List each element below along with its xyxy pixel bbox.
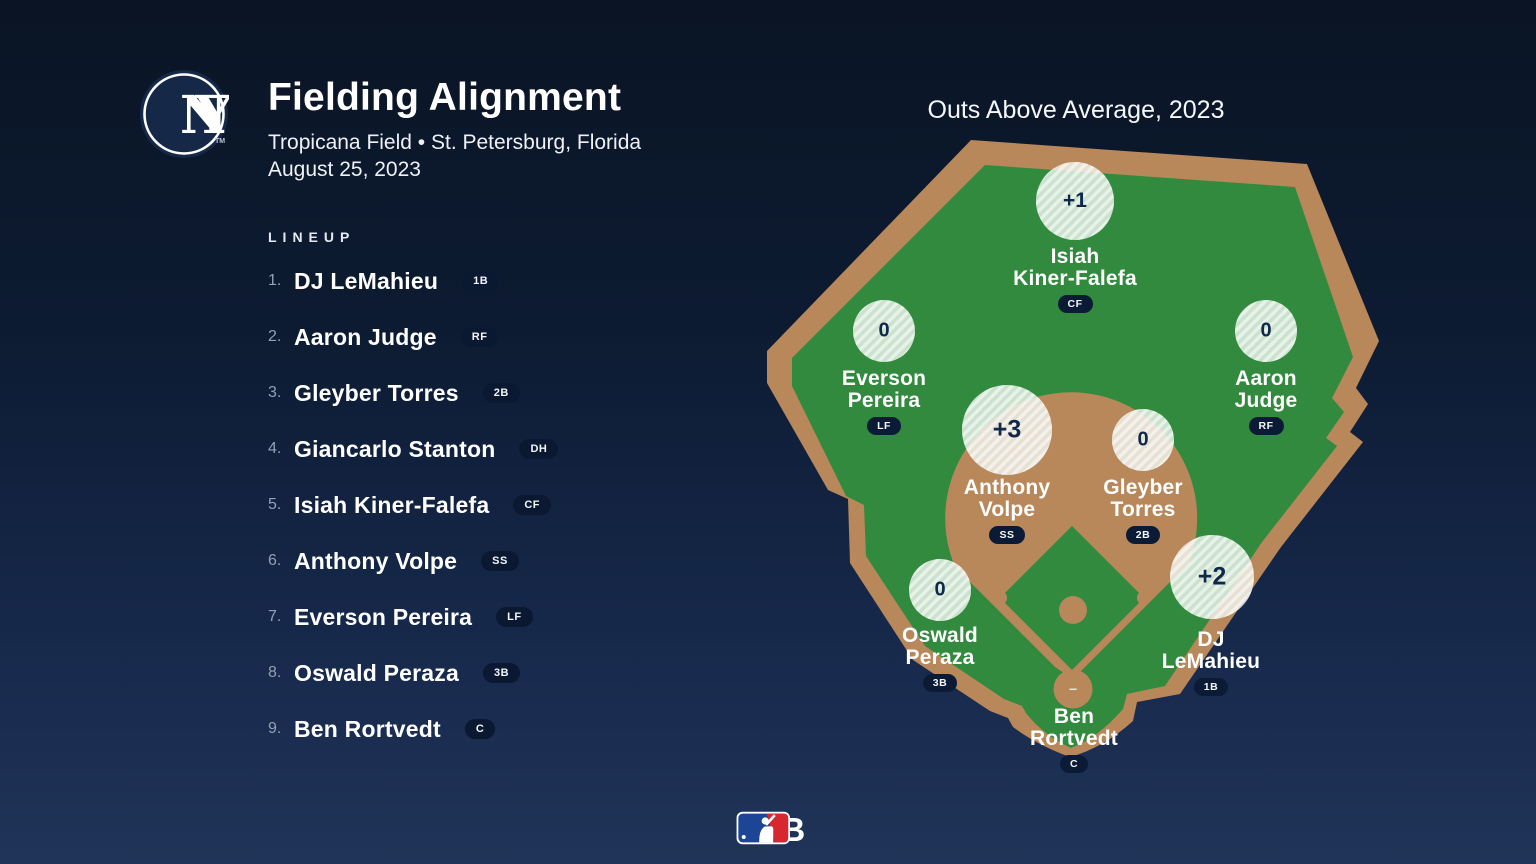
- position-badge: 3B: [482, 663, 521, 683]
- position-badge: C: [1059, 755, 1089, 773]
- field-player-cf: Isiah Kiner-Falefa CF: [965, 246, 1185, 313]
- oaa-value-ss: +3: [992, 415, 1022, 444]
- oaa-circle-lf: [853, 300, 915, 362]
- lineup-row-1: 1. DJ LeMahieu 1B: [268, 253, 500, 309]
- position-badge: LF: [496, 607, 533, 627]
- field-player-name: Volpe: [978, 498, 1036, 521]
- field-player-name: Everson: [841, 367, 927, 390]
- lineup-row-7: 7. Everson Pereira LF: [268, 589, 533, 645]
- venue-line: Tropicana Field • St. Petersburg, Florid…: [268, 131, 642, 154]
- lineup-player-name: Gleyber Torres: [294, 379, 459, 406]
- mlb-footer: MLB: [736, 811, 805, 849]
- lineup-number: 5.: [268, 496, 282, 513]
- position-badge: RF: [1248, 417, 1284, 435]
- position-badge: LF: [867, 417, 901, 435]
- lineup-row-4: 4. Giancarlo Stanton DH: [268, 421, 559, 477]
- field-player-name: DJ: [1197, 628, 1225, 651]
- lineup-player-name: Isiah Kiner-Falefa: [294, 491, 490, 518]
- field-player-name: Judge: [1234, 389, 1298, 412]
- lineup-number: 8.: [268, 664, 282, 681]
- lineup-row-8: 8. Oswald Peraza 3B: [268, 645, 521, 701]
- field-player-ss: Anthony Volpe SS: [897, 477, 1117, 544]
- field-player-name: Ben: [1053, 705, 1095, 728]
- oaa-value-1b: +2: [1197, 562, 1227, 591]
- field-player-name: Pereira: [847, 389, 921, 412]
- oaa-circle-3b: [909, 559, 971, 621]
- field-player-name: Oswald: [902, 624, 978, 647]
- date-line: August 25, 2023: [268, 158, 421, 182]
- oaa-value-2b: 0: [1137, 428, 1149, 451]
- yankees-logo: NY TM: [140, 70, 229, 158]
- position-badge: 1B: [462, 271, 500, 291]
- field-player-name: Kiner-Falefa: [1013, 267, 1137, 290]
- position-badge: 3B: [922, 674, 958, 692]
- position-badge: CF: [1057, 295, 1093, 313]
- oaa-circle-2b: [1112, 409, 1174, 471]
- lineup-number: 7.: [268, 608, 282, 625]
- lineup-player-name: DJ LeMahieu: [294, 267, 439, 294]
- header-text: Fielding Alignment Tropicana Field • St.…: [268, 76, 641, 184]
- lineup-row-6: 6. Anthony Volpe SS: [268, 533, 519, 589]
- oaa-value-lf: 0: [878, 319, 890, 342]
- field-player-lf: Everson Pereira LF: [774, 368, 994, 435]
- oaa-circle-1b: [1170, 535, 1254, 619]
- position-badge: SS: [989, 526, 1025, 544]
- lineup-label: LINEUP: [268, 229, 356, 245]
- oaa-chart-title: Outs Above Average, 2023: [927, 96, 1225, 124]
- position-badge: 2B: [1125, 526, 1161, 544]
- oaa-value-cf: +1: [1063, 189, 1087, 212]
- oaa-circle-ss: [962, 385, 1052, 475]
- lineup-number: 9.: [268, 720, 282, 737]
- field-player-name: Peraza: [905, 646, 975, 669]
- pitcher-mound: [1059, 596, 1087, 624]
- field-player-name: Gleyber: [1103, 476, 1183, 499]
- field-player-2b: Gleyber Torres 2B: [1033, 477, 1253, 544]
- oaa-circle-rf: [1235, 300, 1297, 362]
- tm-mark: TM: [215, 138, 225, 145]
- mlb-logo: [736, 811, 790, 845]
- lineup-player-name: Anthony Volpe: [294, 547, 458, 574]
- lineup-number: 3.: [268, 384, 282, 401]
- lineup-player-name: Ben Rortvedt: [294, 715, 441, 742]
- field-player-1b: DJ LeMahieu 1B: [1101, 629, 1321, 696]
- oaa-value-3b: 0: [934, 578, 946, 601]
- field-player-name: Anthony: [963, 476, 1051, 499]
- home-plate-circle: [1053, 669, 1093, 709]
- lineup-row-2: 2. Aaron Judge RF: [268, 309, 499, 365]
- field-player-name: LeMahieu: [1161, 650, 1261, 673]
- oaa-value-rf: 0: [1260, 319, 1272, 342]
- lineup-player-name: Oswald Peraza: [294, 659, 459, 686]
- field-player-name: Torres: [1110, 498, 1176, 521]
- field-player-name: Aaron: [1235, 367, 1297, 390]
- position-badge: SS: [481, 551, 519, 571]
- lineup-number: 1.: [268, 272, 282, 289]
- oaa-circle-cf: [1036, 162, 1114, 240]
- lineup-player-name: Aaron Judge: [294, 323, 437, 350]
- field-player-3b: Oswald Peraza 3B: [830, 625, 1050, 692]
- lineup-row-5: 5. Isiah Kiner-Falefa CF: [268, 477, 551, 533]
- lineup-number: 2.: [268, 328, 282, 345]
- lineup-number: 6.: [268, 552, 282, 569]
- first-base-marker: [1137, 591, 1151, 605]
- oaa-value-c: –: [1068, 680, 1078, 698]
- position-badge: 1B: [1193, 678, 1229, 696]
- third-base-marker: [993, 591, 1007, 605]
- field-player-c: Ben Rortvedt C: [964, 706, 1184, 773]
- lineup-player-name: Giancarlo Stanton: [294, 435, 496, 462]
- page-title: Fielding Alignment: [268, 76, 622, 119]
- lineup-player-name: Everson Pereira: [294, 603, 473, 630]
- lineup-row-9: 9. Ben Rortvedt C: [268, 701, 496, 757]
- field-player-name: Isiah: [1050, 245, 1100, 268]
- position-badge: DH: [519, 439, 559, 459]
- position-badge: CF: [513, 495, 551, 515]
- field-player-name: Rortvedt: [1030, 727, 1118, 750]
- lineup-row-3: 3. Gleyber Torres 2B: [268, 365, 520, 421]
- position-badge: 2B: [482, 383, 520, 403]
- field-player-rf: Aaron Judge RF: [1156, 368, 1376, 435]
- position-badge: RF: [460, 327, 499, 347]
- lineup-number: 4.: [268, 440, 282, 457]
- position-badge: C: [464, 719, 496, 739]
